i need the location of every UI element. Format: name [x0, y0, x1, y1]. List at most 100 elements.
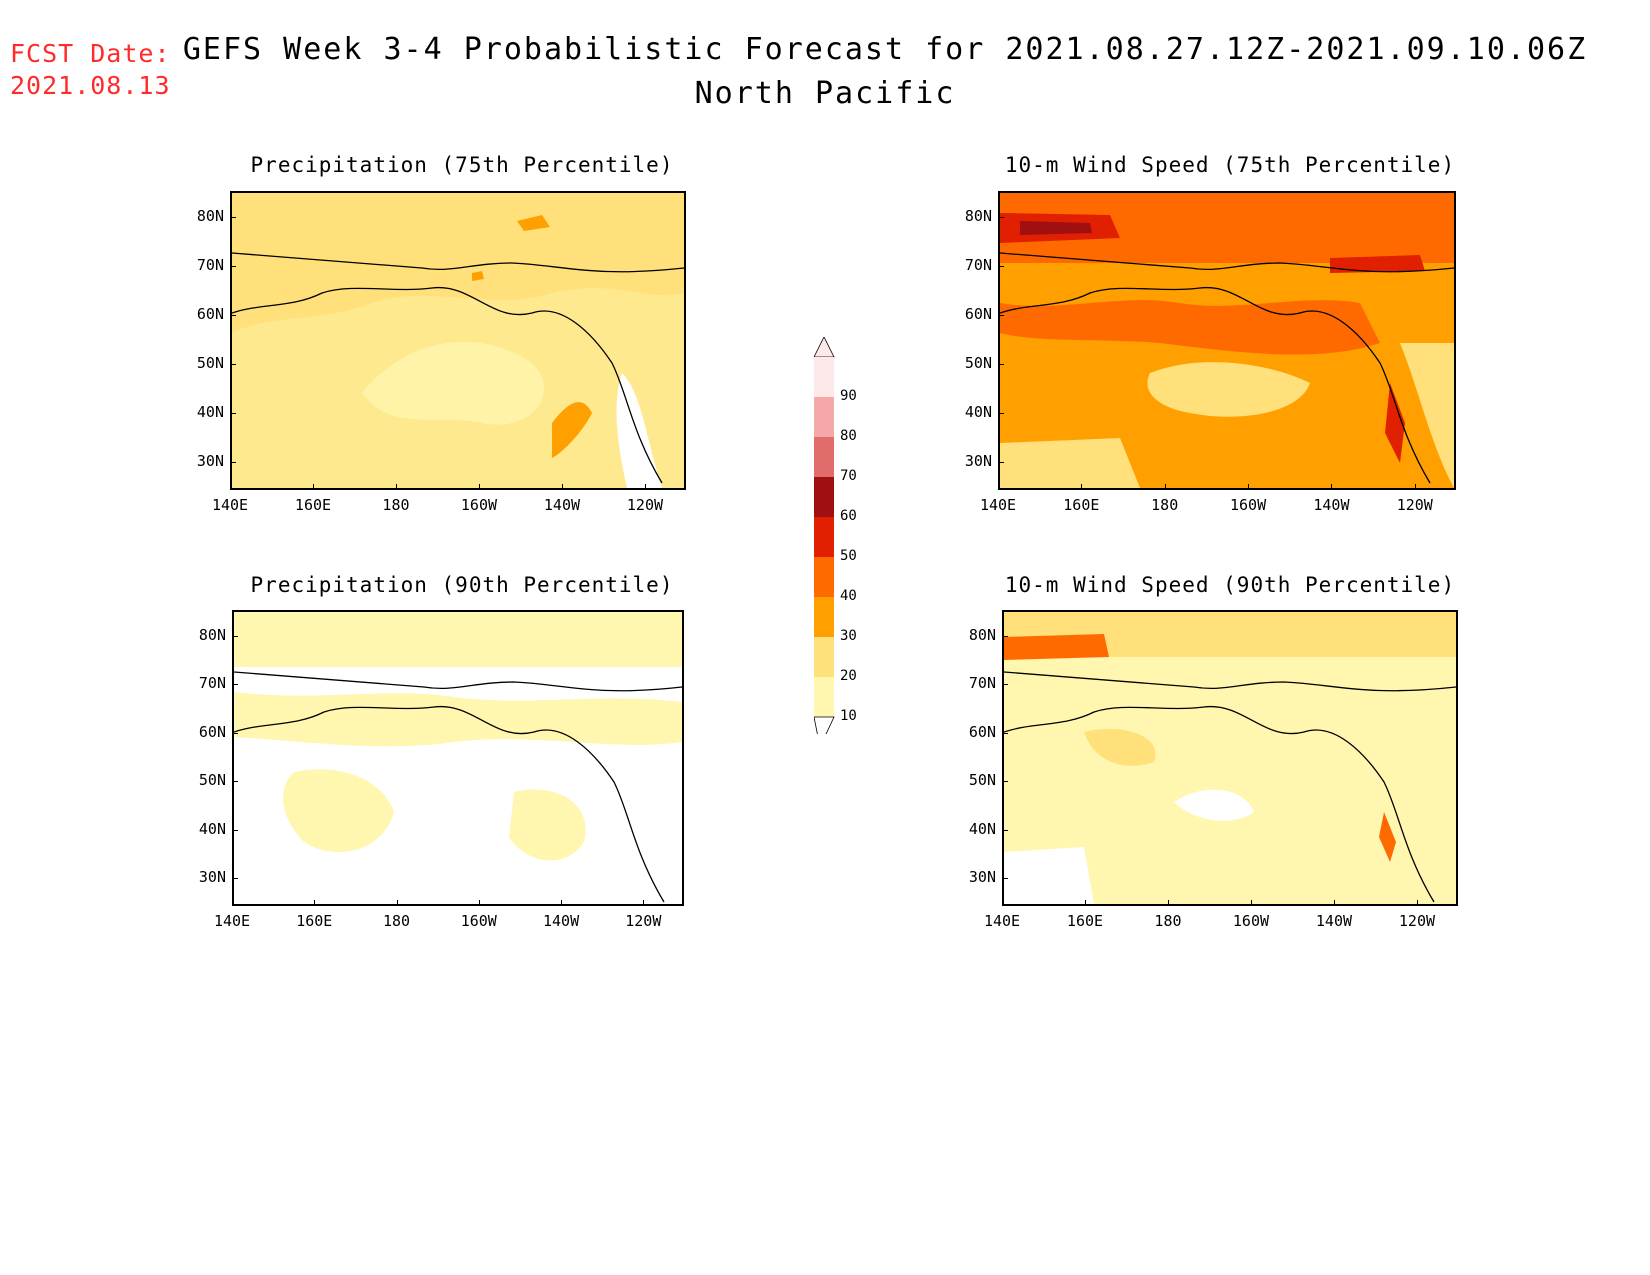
lat-label: 50N [964, 354, 992, 372]
lon-label: 180 [382, 912, 411, 930]
lon-tick [312, 484, 314, 490]
lon-label: 120W [625, 912, 662, 930]
lat-tick [232, 878, 238, 880]
lon-label: 180 [382, 496, 410, 514]
lon-label: 180 [1151, 496, 1179, 514]
colorbar-level-label: 30 [840, 628, 857, 644]
lon-tick [1414, 484, 1416, 490]
colorbar-level-label: 50 [840, 548, 857, 564]
lat-label: 50N [968, 771, 996, 790]
colorbar-cap-bottom [813, 716, 835, 749]
lat-tick [230, 217, 236, 218]
panel-title-wind75: 10-m Wind Speed (75th Percentile) [1004, 153, 1456, 177]
lat-tick [230, 462, 236, 463]
lon-tick [1084, 900, 1086, 906]
lon-label: 140E [979, 496, 1017, 514]
lat-label: 40N [964, 403, 992, 421]
map-wind75 [998, 191, 1456, 490]
lat-tick [1002, 829, 1008, 831]
lat-tick [1002, 781, 1008, 783]
colorbar-swatch [814, 437, 834, 477]
lon-tick [478, 900, 480, 906]
lat-tick [1002, 635, 1008, 637]
colorbar-swatch [814, 557, 834, 597]
lat-tick [232, 732, 238, 734]
lon-tick [1331, 484, 1333, 490]
lat-tick [232, 781, 238, 783]
lat-label: 30N [198, 868, 226, 887]
lat-label: 40N [198, 819, 226, 838]
colorbar-swatch [814, 677, 834, 717]
lat-tick [998, 217, 1004, 218]
map-precip90 [232, 610, 684, 906]
lon-label: 140W [543, 496, 581, 514]
lat-label: 70N [198, 674, 226, 693]
lon-tick [561, 484, 563, 490]
lon-tick [643, 900, 645, 906]
lon-label: 140E [983, 912, 1021, 930]
lat-tick [998, 266, 1004, 267]
map-precip75 [230, 191, 686, 490]
region-subtitle: North Pacific [694, 76, 956, 111]
lat-label: 40N [196, 403, 224, 421]
colorbar-swatch [814, 397, 834, 437]
lat-label: 80N [964, 207, 992, 225]
colorbar-swatch [814, 517, 834, 557]
lat-label: 80N [198, 625, 226, 644]
lat-label: 50N [198, 771, 226, 790]
lon-tick [644, 484, 646, 490]
lon-tick [478, 484, 480, 490]
lat-label: 50N [196, 354, 224, 372]
lon-tick [1167, 900, 1169, 906]
lon-tick [1250, 900, 1252, 906]
lat-label: 80N [196, 207, 224, 225]
lon-label: 160W [460, 496, 498, 514]
lon-label: 140E [211, 496, 249, 514]
lon-label: 140W [542, 912, 580, 930]
lat-tick [230, 413, 236, 414]
lon-tick [1164, 484, 1166, 490]
lat-label: 60N [968, 722, 996, 741]
lat-tick [1002, 878, 1008, 880]
lat-label: 40N [968, 819, 996, 838]
lon-label: 180 [1154, 912, 1182, 930]
lon-tick [998, 484, 999, 490]
colorbar-level-label: 20 [840, 668, 857, 684]
lon-tick [1416, 900, 1418, 906]
colorbar-level-label: 80 [840, 428, 857, 444]
fcst-date-label: FCST Date: 2021.08.13 [10, 38, 171, 102]
lat-tick [998, 413, 1004, 414]
lon-tick [395, 484, 397, 490]
lat-label: 70N [196, 256, 224, 274]
lon-label: 160E [1063, 496, 1100, 514]
colorbar-swatch [814, 597, 834, 637]
panel-title-precip90: Precipitation (90th Percentile) [250, 573, 674, 597]
lat-tick [998, 315, 1004, 316]
colorbar-level-label: 10 [840, 708, 857, 724]
lon-label: 160W [1232, 912, 1270, 930]
colorbar-level-label: 90 [840, 388, 857, 404]
lat-label: 80N [968, 625, 996, 644]
colorbar-swatch [814, 477, 834, 517]
lat-label: 30N [968, 868, 996, 887]
lat-label: 60N [196, 305, 224, 323]
lat-label: 30N [196, 452, 224, 470]
lon-tick [232, 900, 233, 906]
lat-tick [232, 635, 238, 637]
lon-label: 120W [1398, 912, 1436, 930]
lon-label: 140W [1315, 912, 1353, 930]
colorbar-swatch [814, 637, 834, 677]
panel-title-precip75: Precipitation (75th Percentile) [250, 153, 674, 177]
panel-title-wind90: 10-m Wind Speed (90th Percentile) [1004, 573, 1456, 597]
lon-tick [230, 484, 231, 490]
lon-tick [561, 900, 563, 906]
fcst-date: 2021.08.13 [10, 71, 171, 100]
lat-label: 30N [964, 452, 992, 470]
lon-tick [1248, 484, 1250, 490]
lat-tick [998, 364, 1004, 365]
lon-tick [396, 900, 398, 906]
lat-tick [230, 315, 236, 316]
lon-label: 160W [1230, 496, 1267, 514]
lat-tick [998, 462, 1004, 463]
lat-tick [230, 364, 236, 365]
